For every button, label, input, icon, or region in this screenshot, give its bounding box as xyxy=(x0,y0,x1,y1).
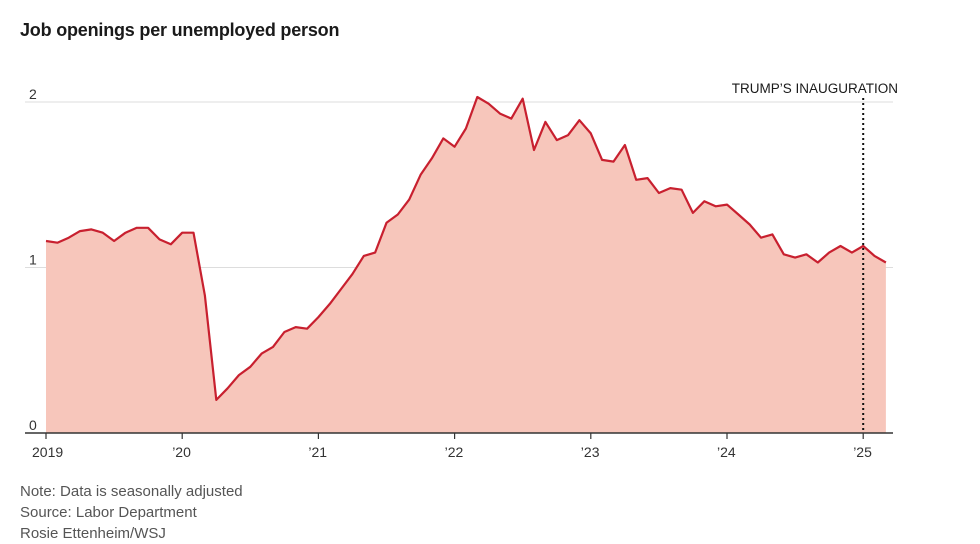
y-tick-label: 1 xyxy=(29,252,37,268)
x-tick-label: ’22 xyxy=(445,444,464,460)
x-tick-label: ’23 xyxy=(581,444,600,460)
x-tick-label: 2019 xyxy=(32,444,63,460)
source-text: Source: Labor Department xyxy=(20,504,197,521)
x-tick-label: ’24 xyxy=(717,444,736,460)
y-axis-labels: 0 1 2 xyxy=(29,86,37,433)
series-area-fill xyxy=(46,97,886,433)
chart-notes: Note: Data is seasonally adjusted Source… xyxy=(20,481,243,544)
inauguration-label: TRUMP’S INAUGURATION xyxy=(732,81,898,96)
x-axis: 2019 ’20 ’21 ’22 ’23 ’24 ’25 xyxy=(25,432,893,460)
x-tick-label: ’25 xyxy=(853,444,872,460)
note-text: Note: Data is seasonally adjusted xyxy=(20,483,243,500)
inauguration-annotation: TRUMP’S INAUGURATION xyxy=(732,81,898,433)
x-tick-label: ’20 xyxy=(172,444,191,460)
chart-title: Job openings per unemployed person xyxy=(20,20,340,40)
credit-text: Rosie Ettenheim/WSJ xyxy=(20,525,166,542)
x-tick-label: ’21 xyxy=(308,444,327,460)
y-tick-label: 0 xyxy=(29,417,37,433)
y-tick-label: 2 xyxy=(29,86,37,102)
series-line xyxy=(45,95,887,401)
